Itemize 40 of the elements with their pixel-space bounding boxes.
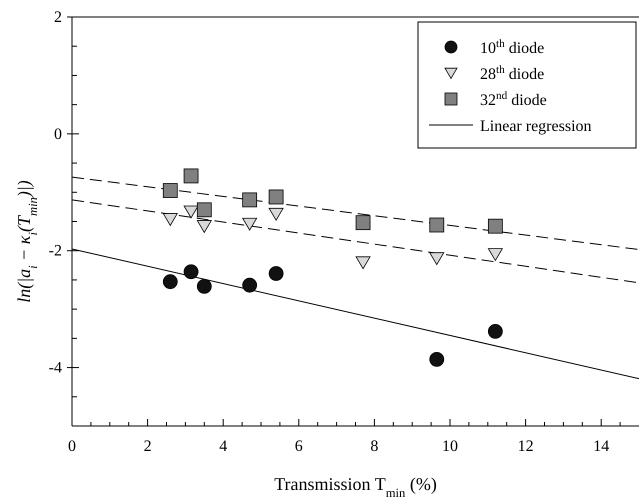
point (268, 208, 284, 221)
x-axis-title: Transmission T$_{min}$ (%) (274, 474, 437, 500)
x-tick-label: 2 (144, 438, 152, 455)
point (242, 278, 258, 293)
point (268, 266, 284, 281)
legend-label: Linear regression (480, 118, 592, 135)
x-tick-label: 10 (442, 438, 458, 455)
legend-label: 32$^{nd}$ diode (480, 90, 547, 109)
point (162, 183, 178, 198)
legend-label: 10$^{th}$ diode (480, 38, 544, 57)
point (429, 252, 444, 266)
point (162, 274, 178, 290)
point (268, 190, 284, 204)
y-tick-label: 2 (54, 9, 62, 26)
point (196, 202, 212, 218)
point (196, 278, 212, 294)
point (184, 264, 198, 280)
point (184, 168, 198, 184)
x-tick-label: 8 (370, 438, 378, 455)
point (429, 352, 444, 367)
x-tick-label: 4 (219, 438, 228, 455)
x-tick-label: 6 (294, 438, 303, 455)
x-tick-label: 12 (518, 438, 534, 455)
legend-label: 28$^{th}$ diode (480, 64, 544, 83)
point (488, 248, 503, 261)
point (356, 256, 370, 270)
y-tick-label: 0 (54, 126, 62, 143)
x-tick-label: 14 (593, 438, 610, 455)
y-tick-label: -4 (48, 360, 62, 377)
point (184, 206, 198, 218)
point (196, 220, 212, 233)
point (488, 324, 503, 339)
point (162, 213, 178, 226)
point (242, 192, 258, 208)
point (429, 218, 444, 232)
y-tick-label: -2 (48, 242, 62, 260)
point (356, 215, 370, 230)
point (242, 218, 258, 231)
point (488, 218, 503, 234)
x-tick-label: 0 (68, 438, 76, 455)
